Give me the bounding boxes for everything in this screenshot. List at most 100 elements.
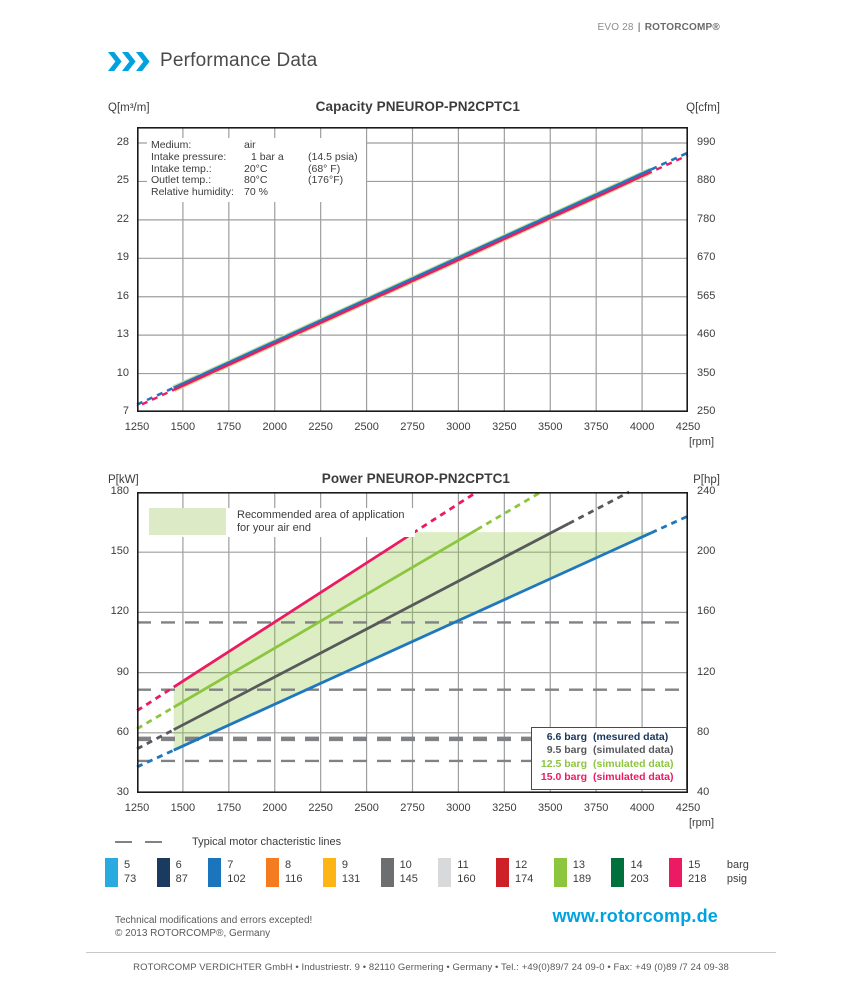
pressure-values: 6 87 — [175, 859, 188, 885]
pressure-swatch — [669, 858, 683, 887]
capacity-x-tick: 2750 — [400, 421, 425, 433]
power-x-tick: 3750 — [583, 802, 609, 814]
dashed-line-icon — [115, 841, 162, 843]
power-x-tick: 4250 — [675, 802, 701, 814]
pressure-values: 8 116 — [284, 859, 303, 885]
legend-pressure: 6.6 barg — [546, 730, 587, 743]
pressure-values: 11 160 — [457, 859, 476, 885]
capacity-x-tick: 2500 — [354, 421, 379, 433]
pressure-scale-item: 6 87 — [156, 858, 188, 887]
power-x-tick: 3000 — [446, 802, 471, 814]
pressure-scale-item: 13 189 — [553, 858, 592, 887]
power-x-tick: 1500 — [170, 802, 196, 814]
pressure-swatch — [438, 858, 452, 887]
capacity-y-left-unit: Q[m³/m] — [108, 102, 150, 114]
test-condition-alt: (68° F) — [308, 162, 341, 175]
capacity-y-tick-left: 28 — [116, 136, 129, 148]
power-x-unit: [rpm] — [688, 817, 714, 829]
pressure-scale-item: 7 102 — [208, 858, 246, 887]
pressure-scale-units: barg psig — [726, 859, 749, 885]
capacity-y-tick-right: 990 — [697, 136, 716, 148]
power-y-tick-right: 200 — [697, 545, 716, 558]
pressure-values: 5 73 — [124, 859, 137, 885]
test-condition-val: 80°C — [244, 174, 268, 187]
legend-note: (simulated data) — [593, 757, 674, 770]
power-y-tick-left: 120 — [110, 605, 129, 618]
power-y-tick-left: 90 — [116, 665, 129, 678]
legend-pressure: 15.0 barg — [540, 771, 587, 784]
capacity-y-tick-right: 250 — [697, 405, 716, 417]
power-chart-header: P[kW] Power PNEUROP-PN2CPTC1 P[hp] — [108, 471, 720, 486]
pressure-scale-item: 14 203 — [611, 858, 649, 887]
website-link[interactable]: www.rotorcomp.de — [552, 906, 718, 926]
test-condition-lab: Intake temp.: — [151, 162, 212, 175]
capacity-plot-area — [136, 127, 689, 412]
capacity-x-tick: 2250 — [308, 421, 333, 433]
footer-note-line1: Technical modifications and errors excep… — [115, 915, 313, 926]
capacity-x-tick: 4000 — [629, 421, 655, 433]
model-label: EVO 28 — [597, 22, 634, 33]
capacity-x-tick: 3500 — [538, 421, 563, 433]
triple-chevron-icon — [108, 51, 150, 71]
capacity-x-unit: [rpm] — [688, 436, 714, 448]
pressure-scale-item: 5 73 — [105, 858, 136, 887]
capacity-y-tick-left: 7 — [122, 405, 129, 417]
power-chart-title: Power PNEUROP-PN2CPTC1 — [321, 471, 511, 486]
footer-note-line2: © 2013 ROTORCOMP®, Germany — [115, 928, 271, 939]
pressure-scale-item: 12 174 — [496, 858, 533, 887]
pressure-values: 10 145 — [399, 859, 418, 885]
pressure-scale-item: 9 131 — [322, 858, 361, 887]
test-condition-alt: (14.5 psia) — [308, 150, 358, 163]
power-chart: Recommended area of application for your… — [111, 485, 716, 829]
capacity-y-tick-left: 25 — [116, 174, 129, 187]
test-condition-row: Outlet temp.: 80°C (176°F) — [151, 175, 358, 187]
legend-row: 6.6 barg (mesured data) — [537, 731, 681, 745]
test-condition-row: Medium: air — [151, 139, 358, 152]
capacity-y-right-unit: Q[cfm] — [686, 102, 720, 114]
capacity-y-tick-right: 350 — [697, 366, 716, 379]
capacity-y-tick-right: 460 — [697, 328, 716, 341]
pressure-values: 13 189 — [572, 859, 592, 885]
capacity-y-tick-left: 22 — [116, 212, 129, 225]
capacity-y-tick-left: 16 — [116, 289, 129, 302]
power-y-left-unit: P[kW] — [108, 474, 139, 486]
capacity-y-tick-right: 670 — [697, 251, 716, 264]
capacity-chart-title: Capacity PNEUROP-PN2CPTC1 — [315, 99, 520, 114]
pressure-values: 14 203 — [630, 859, 649, 885]
test-condition-alt: (176°F) — [308, 174, 344, 187]
pressure-swatch — [322, 858, 336, 887]
pressure-values: 7 102 — [227, 859, 246, 885]
pressure-series-legend: 6.6 barg (mesured data) 9.5 barg (simulated… — [531, 726, 687, 790]
pressure-swatch — [156, 858, 170, 887]
test-condition-row: Intake temp.: 20°C (68° F) — [151, 162, 358, 176]
pressure-values: 9 131 — [341, 859, 361, 885]
capacity-chart: Medium: air Intake pressure: 1 bar a (14.5 p… — [117, 127, 715, 448]
legend-row: 9.5 barg (simulated data) — [537, 744, 681, 758]
power-x-tick: 2000 — [262, 802, 287, 814]
test-condition-val: 70 % — [244, 186, 268, 199]
motor-lines-legend: Typical motor chacteristic lines — [115, 836, 341, 848]
brand-name: ROTORCOMP® — [644, 22, 720, 33]
power-x-tick: 3250 — [492, 802, 517, 814]
capacity-chart-header: Q[m³/m] Capacity PNEUROP-PN2CPTC1 Q[cfm] — [108, 99, 720, 114]
pressure-scale-item: 10 145 — [380, 858, 418, 887]
capacity-x-tick: 1750 — [216, 421, 242, 433]
capacity-x-tick: 3750 — [583, 421, 609, 433]
test-condition-lab: Intake pressure: — [151, 150, 227, 163]
capacity-y-tick-left: 13 — [116, 328, 129, 341]
legend-pressure: 9.5 barg — [546, 744, 587, 757]
footer-divider — [86, 952, 776, 953]
power-y-tick-right: 80 — [697, 725, 710, 738]
recommended-area-label-line1: Recommended area of application — [237, 509, 405, 521]
power-y-tick-left: 150 — [110, 545, 129, 558]
pressure-swatch — [611, 858, 625, 887]
pressure-swatch — [208, 858, 222, 887]
pressure-swatch — [105, 858, 118, 887]
legend-note: (simulated data) — [593, 744, 674, 757]
test-condition-alt — [308, 187, 358, 199]
test-condition-val: 20°C — [244, 162, 268, 175]
test-condition-row: Relative humidity: 70 % — [151, 186, 358, 199]
power-x-tick: 2250 — [308, 802, 333, 814]
capacity-x-tick: 1250 — [124, 421, 150, 433]
